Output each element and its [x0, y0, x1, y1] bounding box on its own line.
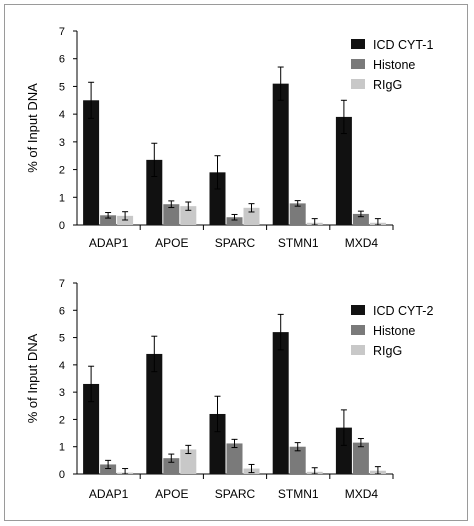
legend-swatch	[351, 39, 365, 49]
y-tick-label: 3	[59, 387, 65, 399]
legend-swatch	[351, 325, 365, 335]
y-tick-label: 2	[59, 414, 65, 426]
y-tick-label: 0	[59, 469, 65, 481]
x-category-label: SPARC	[215, 236, 256, 250]
bar	[163, 204, 180, 225]
legend-label: Histone	[373, 324, 415, 338]
x-category-label: STMN1	[278, 487, 319, 501]
bar	[289, 203, 306, 225]
bar	[146, 353, 163, 474]
bar	[163, 458, 180, 474]
legend-swatch	[351, 59, 365, 69]
figure-panel: 0 1 2 3 4 5 6 7 % of Input DNA ADAP1 APOE SPARC STMN…	[4, 4, 468, 521]
chart-2: 0 1 2 3 4 5 6 7 % of Input DNA ADAP1 APOE SPARC STMN…	[25, 278, 433, 501]
y-tick-label: 7	[59, 26, 65, 38]
legend-label: ICD CYT-2	[373, 304, 433, 318]
y-tick-label: 2	[59, 165, 65, 177]
charts-svg: 0 1 2 3 4 5 6 7 % of Input DNA ADAP1 APOE SPARC STMN…	[25, 26, 433, 501]
legend-swatch	[351, 345, 365, 355]
x-category-label: SPARC	[215, 487, 256, 501]
legend-swatch	[351, 305, 365, 315]
bar	[335, 116, 352, 225]
y-tick-label: 5	[59, 81, 65, 93]
y-tick-label: 1	[59, 192, 65, 204]
legend-label: ICD CYT-1	[373, 38, 433, 52]
bar	[209, 172, 226, 225]
y-axis-label: % of Input DNA	[25, 333, 40, 423]
x-category-label: MXD4	[345, 487, 379, 501]
x-category-label: APOE	[155, 236, 188, 250]
y-tick-label: 0	[59, 220, 65, 232]
bar	[180, 206, 197, 225]
y-tick-label: 4	[59, 109, 65, 121]
chart-1: 0 1 2 3 4 5 6 7 % of Input DNA ADAP1 APOE SPARC STMN…	[25, 26, 433, 250]
bar	[226, 443, 243, 474]
bar	[352, 213, 369, 225]
bar	[352, 442, 369, 474]
x-category-label: ADAP1	[89, 236, 129, 250]
legend-label: RIgG	[373, 78, 402, 92]
bar	[272, 332, 289, 474]
y-tick-label: 4	[59, 360, 65, 372]
legend-swatch	[351, 79, 365, 89]
bar	[243, 207, 260, 225]
bar	[226, 217, 243, 225]
y-tick-label: 5	[59, 333, 65, 345]
y-tick-label: 7	[59, 278, 65, 290]
bar	[100, 464, 117, 474]
bar	[289, 446, 306, 474]
x-category-label: MXD4	[345, 236, 379, 250]
bar	[83, 100, 100, 225]
y-axis-label: % of Input DNA	[25, 83, 40, 173]
legend: ICD CYT-2 Histone RIgG	[351, 304, 433, 358]
y-tick-label: 3	[59, 137, 65, 149]
bar	[146, 159, 163, 225]
bar	[272, 83, 289, 226]
y-tick-label: 6	[59, 54, 65, 66]
bar	[335, 427, 352, 474]
x-category-label: APOE	[155, 487, 188, 501]
legend: ICD CYT-1 Histone RIgG	[351, 38, 433, 92]
bar	[83, 383, 100, 474]
x-category-label: STMN1	[278, 236, 319, 250]
legend-label: RIgG	[373, 344, 402, 358]
bar	[209, 413, 226, 474]
bar	[100, 215, 117, 225]
bar	[180, 449, 197, 474]
x-category-label: ADAP1	[89, 487, 129, 501]
y-tick-label: 6	[59, 305, 65, 317]
legend-label: Histone	[373, 58, 415, 72]
y-tick-label: 1	[59, 442, 65, 454]
